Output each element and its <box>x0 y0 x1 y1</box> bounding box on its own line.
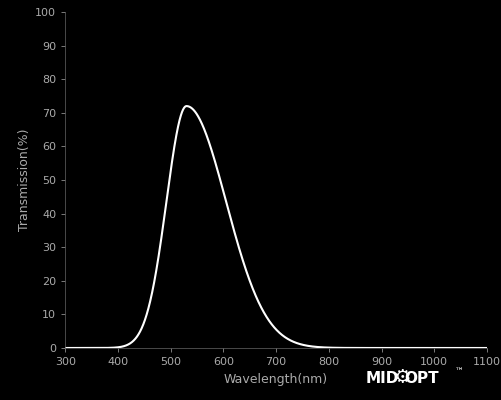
Text: OPT: OPT <box>403 371 438 386</box>
Y-axis label: Transmission(%): Transmission(%) <box>18 129 31 231</box>
X-axis label: Wavelength(nm): Wavelength(nm) <box>223 372 328 386</box>
Text: MID: MID <box>365 371 398 386</box>
Text: ⚙: ⚙ <box>392 368 409 387</box>
Text: ™: ™ <box>454 367 463 376</box>
